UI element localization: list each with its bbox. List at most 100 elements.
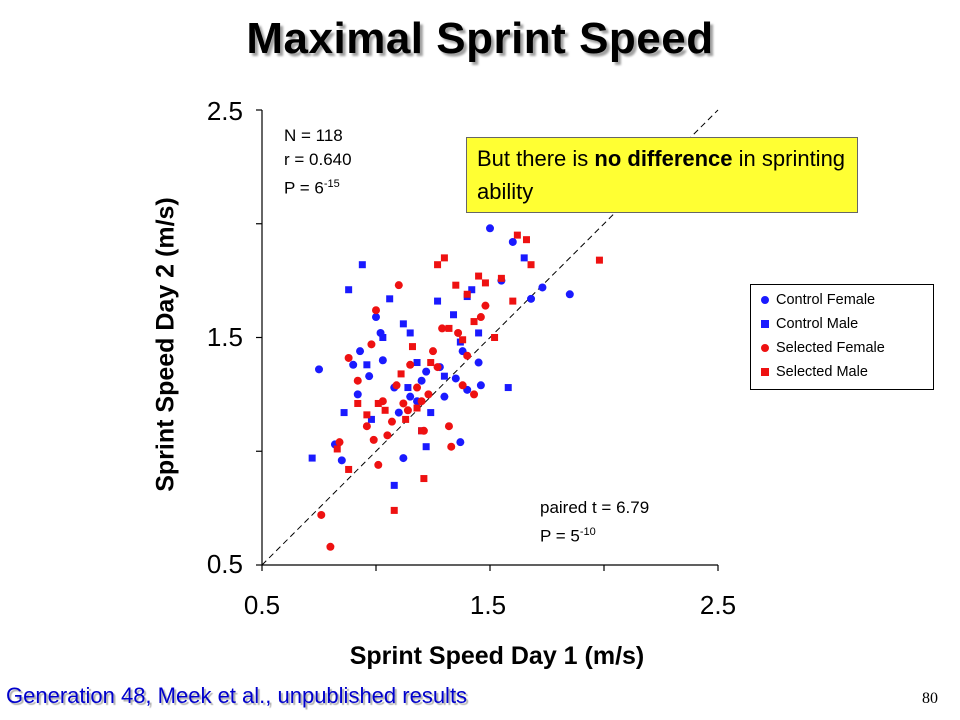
point-selected-female (454, 328, 463, 337)
legend-label: Control Female (776, 292, 876, 308)
p-value-text: P = 6-15 (284, 178, 340, 198)
y-tick-label: 0.5 (206, 549, 243, 579)
point-selected-female (481, 301, 490, 310)
circle-marker-icon (761, 344, 769, 352)
x-tick-label: 0.5 (243, 590, 281, 620)
point-selected-female (424, 390, 433, 399)
point-selected-male (402, 415, 410, 423)
square-marker-icon (761, 320, 769, 328)
point-selected-female (413, 383, 422, 392)
point-control-male (390, 481, 398, 489)
point-selected-female (458, 381, 467, 390)
legend-label: Control Male (776, 316, 859, 332)
point-selected-female (444, 422, 453, 431)
point-selected-male (470, 318, 478, 326)
point-control-male (475, 329, 483, 337)
circle-marker-icon (761, 296, 769, 304)
point-selected-female (367, 340, 376, 349)
point-control-male (450, 311, 458, 319)
correlation-stats: N = 118 r = 0.640 P = 6-15 (284, 124, 352, 201)
point-control-female (474, 358, 483, 367)
point-selected-male (527, 261, 535, 269)
point-control-female (451, 374, 460, 383)
point-control-male (399, 320, 407, 328)
y-tick-label: 1.5 (206, 322, 243, 352)
point-control-male (422, 443, 430, 451)
chart-legend: Control Female Control Male Selected Fem… (750, 284, 934, 390)
point-control-female (527, 294, 536, 303)
point-control-male (427, 409, 435, 417)
point-selected-female (417, 397, 426, 406)
point-control-male (345, 286, 353, 294)
point-selected-male (522, 236, 530, 244)
point-control-female (353, 390, 362, 399)
point-selected-male (513, 231, 521, 239)
point-selected-female (463, 351, 472, 360)
point-selected-male (381, 406, 389, 414)
legend-item-selected-female: Selected Female (761, 336, 933, 360)
point-selected-female (372, 306, 380, 315)
point-control-female (372, 313, 380, 322)
point-control-female (538, 283, 547, 292)
point-selected-male (440, 254, 448, 262)
callout-text-bold: no difference (594, 146, 733, 171)
point-selected-female (429, 347, 437, 356)
point-selected-female (394, 281, 403, 290)
point-selected-male (459, 336, 467, 344)
point-control-male (367, 415, 375, 423)
point-selected-female (387, 417, 396, 426)
point-control-female (406, 392, 415, 401)
legend-item-control-female: Control Female (761, 288, 933, 312)
point-control-male (386, 295, 394, 303)
point-selected-male (481, 279, 489, 287)
point-selected-male (333, 445, 341, 453)
x-tick-label: 2.5 (699, 590, 737, 620)
point-selected-male (408, 343, 416, 351)
point-control-male (520, 254, 528, 262)
point-control-female (356, 347, 365, 356)
point-control-female (365, 372, 374, 381)
point-control-male (406, 329, 414, 337)
point-selected-male (509, 297, 517, 305)
point-selected-female (403, 406, 412, 415)
point-control-female (349, 360, 358, 369)
point-selected-female (476, 313, 485, 322)
point-selected-female (369, 435, 378, 444)
point-selected-male (413, 404, 421, 412)
point-control-male (379, 334, 387, 341)
correlation-text: r = 0.640 (284, 150, 352, 169)
citation-footer: Generation 48, Meek et al., unpublished … (6, 683, 468, 708)
point-selected-female (326, 542, 335, 551)
page-number: 80 (922, 690, 938, 707)
point-control-female (565, 290, 574, 299)
legend-label: Selected Female (776, 340, 885, 356)
point-selected-male (363, 411, 371, 419)
callout-text-after: in sprinting ability (477, 146, 846, 204)
point-selected-female (335, 438, 344, 447)
point-control-female (440, 392, 449, 401)
point-selected-male (354, 399, 362, 407)
point-selected-male (491, 334, 499, 341)
square-marker-icon (761, 368, 769, 376)
point-control-female (315, 365, 323, 374)
point-selected-male (374, 399, 382, 407)
slide-title: Maximal Sprint Speed (246, 14, 714, 63)
y-tick-label: 2.5 (206, 96, 243, 126)
point-control-female (508, 237, 517, 246)
point-selected-male (418, 427, 426, 435)
point-control-male (404, 384, 412, 392)
point-selected-female (344, 353, 353, 362)
point-control-female (476, 381, 485, 390)
point-control-female (399, 454, 408, 463)
point-selected-female (374, 460, 383, 469)
point-selected-male (497, 274, 505, 282)
paired-test-stats: paired t = 6.79 P = 5-10 (540, 496, 649, 549)
paired-t-text: paired t = 6.79 (540, 498, 650, 517)
point-control-female (337, 456, 346, 465)
data-points (308, 138, 603, 551)
point-selected-male (420, 475, 428, 483)
plot-axes (256, 109, 719, 571)
point-control-male (308, 454, 316, 462)
point-selected-female (438, 324, 447, 333)
